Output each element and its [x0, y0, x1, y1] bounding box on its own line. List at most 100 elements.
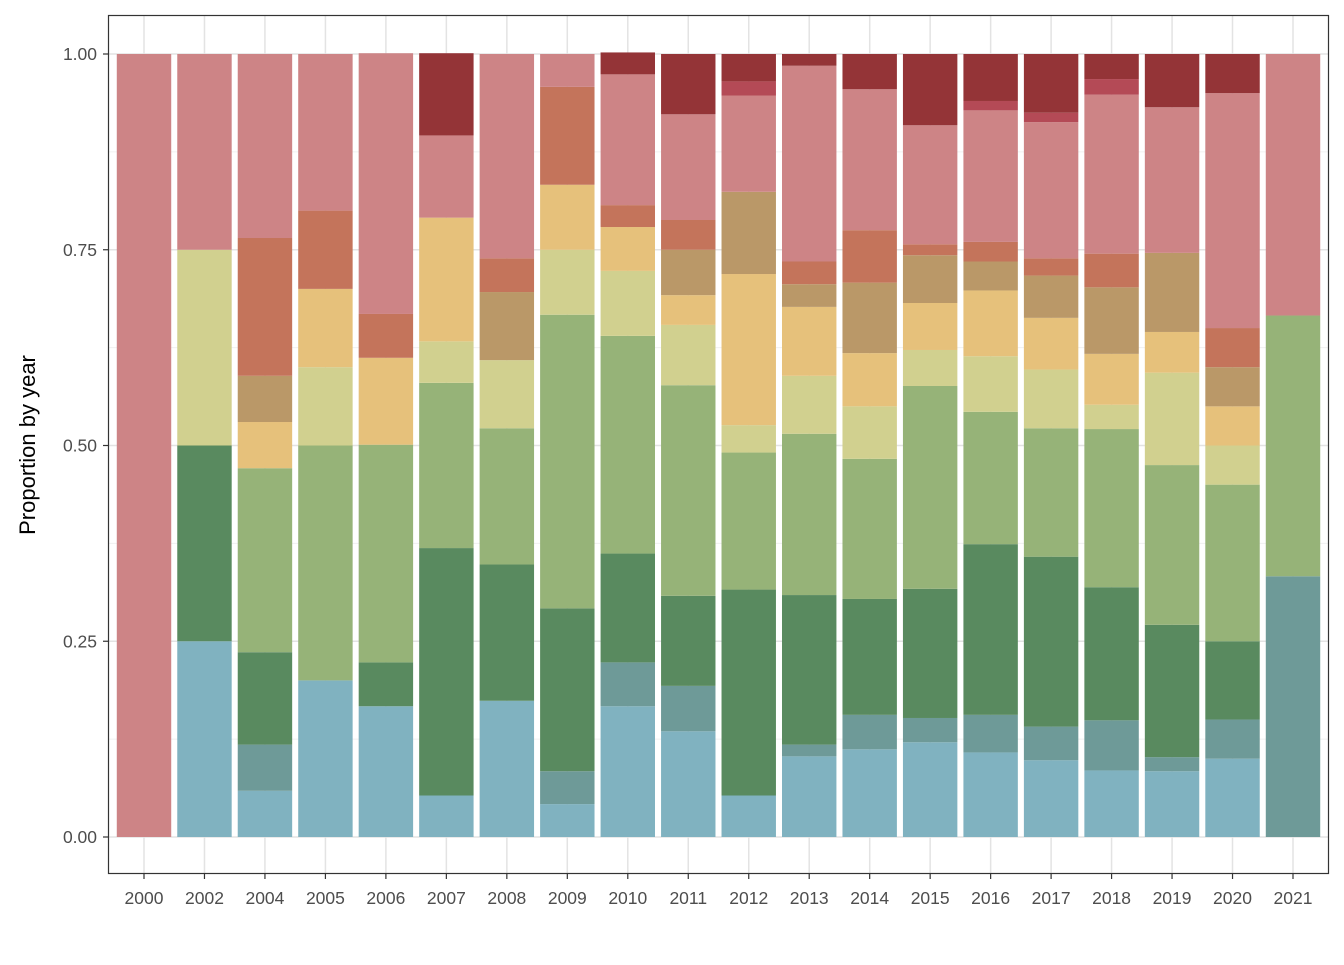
bar-segment-2018-series-5: [1084, 404, 1139, 430]
x-tick-label: 2014: [850, 888, 889, 908]
bar-segment-2007-series-1: [419, 795, 474, 837]
bar-segment-2007-series-9: [419, 135, 474, 218]
bar-segment-2012-series-11: [721, 54, 776, 82]
bar-segment-2019-series-11: [1144, 54, 1200, 108]
x-tick-label: 2015: [911, 888, 950, 908]
bar-segment-2010-series-11: [600, 52, 656, 75]
x-tick-label: 2000: [125, 888, 164, 908]
bar-segment-2015-series-3: [902, 588, 958, 718]
bar-segment-2013-series-2: [781, 744, 837, 757]
bar-segment-2020-series-3: [1205, 641, 1260, 720]
bar-segment-2002-series-9: [177, 54, 232, 250]
bar-segment-2005-series-5: [298, 367, 353, 446]
x-tick-label: 2004: [245, 888, 284, 908]
bar-segment-2011-series-5: [661, 324, 716, 386]
bar-segment-2014-series-4: [842, 458, 897, 599]
bar-segment-2013-series-1: [781, 756, 837, 837]
bar-segment-2009-series-1: [540, 804, 595, 837]
x-tick-label: 2011: [669, 888, 707, 908]
bar-segment-2017-series-7: [1023, 275, 1079, 318]
bar-segment-2007-series-4: [419, 382, 474, 549]
bar-segment-2012-series-4: [721, 452, 776, 590]
bar-segment-2020-series-5: [1205, 445, 1260, 485]
panel-border: [107, 14, 1330, 875]
bar-segment-2006-series-9: [358, 53, 414, 314]
bar-segment-2004-series-8: [237, 238, 293, 376]
bar-segment-2011-series-7: [661, 249, 716, 296]
bar-segment-2012-series-7: [721, 191, 776, 275]
bar-segment-2018-series-9: [1084, 94, 1139, 254]
bar-segment-2013-series-5: [781, 375, 837, 434]
bar-segment-2008-series-5: [479, 360, 535, 429]
x-tick-label: 2019: [1153, 888, 1192, 908]
bar-segment-2012-series-6: [721, 274, 776, 426]
y-tick-label: 0.50: [63, 436, 97, 456]
bar-segment-2016-series-3: [963, 544, 1018, 715]
bar-segment-2020-series-2: [1205, 719, 1260, 759]
bar-segment-2019-series-5: [1144, 372, 1200, 466]
bar-segment-2013-series-8: [781, 261, 837, 285]
bar-segment-2008-series-1: [479, 700, 535, 837]
bar-segment-2018-series-7: [1084, 287, 1139, 354]
bar-segment-2014-series-11: [842, 54, 897, 90]
bar-segment-2006-series-4: [358, 444, 414, 663]
bar-segment-2004-series-6: [237, 422, 293, 469]
bar-segment-2016-series-10: [963, 100, 1018, 111]
bar-segment-2015-series-9: [902, 125, 958, 245]
bar-segment-2010-series-1: [600, 706, 656, 837]
bar-segment-2017-series-9: [1023, 122, 1079, 259]
bar-segment-2016-series-5: [963, 356, 1018, 412]
bar-segment-2018-series-1: [1084, 770, 1139, 837]
bar-segment-2011-series-11: [661, 54, 716, 115]
bar-segment-2016-series-6: [963, 290, 1018, 357]
bar-segment-2015-series-4: [902, 385, 958, 589]
bar-segment-2009-series-4: [540, 314, 595, 609]
bar-segment-2010-series-4: [600, 335, 656, 554]
bar-segment-2005-series-1: [298, 680, 353, 837]
x-tick-label: 2005: [306, 888, 345, 908]
bar-segment-2019-series-7: [1144, 252, 1200, 332]
bar-segment-2014-series-1: [842, 749, 897, 837]
y-tick-label: 0.75: [63, 240, 97, 260]
bar-segment-2020-series-1: [1205, 758, 1260, 837]
bar-segment-2012-series-3: [721, 589, 776, 796]
bar-segment-2002-series-1: [177, 641, 232, 837]
bar-segment-2008-series-4: [479, 428, 535, 565]
bar-segment-2011-series-1: [661, 731, 716, 837]
bar-segment-2009-series-8: [540, 86, 595, 185]
bar-segment-2015-series-8: [902, 244, 958, 256]
bar-segment-2004-series-4: [237, 468, 293, 653]
bar-segment-2017-series-2: [1023, 726, 1079, 761]
bar-segment-2017-series-5: [1023, 369, 1079, 429]
bar-segment-2016-series-2: [963, 714, 1018, 753]
bar-segment-2017-series-4: [1023, 428, 1079, 557]
bar-segment-2005-series-9: [298, 54, 353, 211]
bar-segment-2016-series-8: [963, 241, 1018, 262]
bar-segment-2014-series-3: [842, 598, 897, 715]
bar-segment-2011-series-3: [661, 595, 716, 686]
bar-segment-2008-series-3: [479, 564, 535, 701]
bar-segment-2015-series-7: [902, 255, 958, 303]
x-axis: 2000 2002 2004 2005 2006 2007 2008 2009 2010 2011…: [125, 874, 1313, 908]
bar-segment-2018-series-10: [1084, 79, 1139, 95]
x-tick-label: 2021: [1274, 888, 1313, 908]
bar-segment-2015-series-6: [902, 302, 958, 350]
bar-segment-2017-series-10: [1023, 112, 1079, 123]
y-tick-label: 0.00: [63, 827, 97, 847]
bar-segment-2020-series-4: [1205, 484, 1260, 642]
bar-segment-2009-series-2: [540, 771, 595, 805]
bar-segment-2020-series-9: [1205, 93, 1260, 329]
y-tick-label: 0.25: [63, 631, 97, 651]
bar-segment-2009-series-6: [540, 184, 595, 250]
bar-segment-2008-series-9: [479, 54, 535, 259]
bar-segment-2014-series-2: [842, 714, 897, 750]
x-tick-label: 2016: [971, 888, 1010, 908]
bar-segment-2005-series-4: [298, 445, 353, 681]
bar-segment-2007-series-11: [419, 53, 474, 136]
bar-segment-2013-series-9: [781, 65, 837, 262]
bar-segment-2020-series-8: [1205, 328, 1260, 368]
x-tick-label: 2017: [1032, 888, 1071, 908]
bar-segment-2010-series-8: [600, 205, 656, 228]
bar-segment-2014-series-8: [842, 230, 897, 283]
